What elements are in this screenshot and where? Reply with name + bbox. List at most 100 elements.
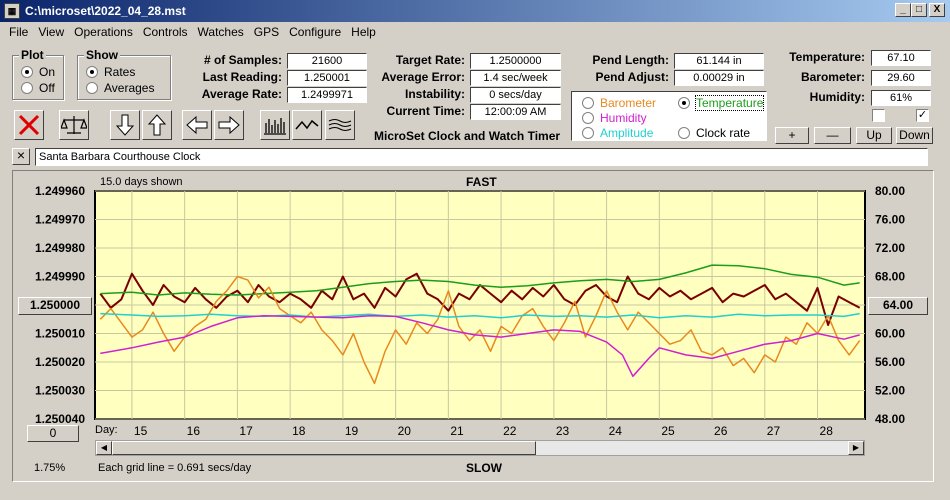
plot-on-radio[interactable]: On: [21, 64, 55, 80]
show-averages-label: Averages: [104, 81, 155, 95]
plot-group-title: Plot: [19, 48, 46, 62]
description-input[interactable]: Santa Barbara Courthouse Clock: [35, 148, 928, 166]
x-tick-label: 26: [714, 424, 728, 438]
sensor-humidity-radio[interactable]: Humidity: [582, 110, 647, 126]
show-rates-label: Rates: [104, 65, 136, 79]
average-rate-value: 1.2499971: [287, 87, 367, 103]
scroll-right-icon[interactable]: ▶: [848, 441, 864, 455]
close-button[interactable]: X: [929, 3, 945, 17]
scroll-up-button[interactable]: Up: [856, 127, 892, 144]
radio-dot-icon: [582, 127, 594, 139]
smooth-view-button[interactable]: [325, 110, 355, 140]
sensor-clockrate-label: Clock rate: [696, 126, 751, 140]
radio-dot-icon: [582, 97, 594, 109]
show-averages-radio[interactable]: Averages: [86, 80, 154, 96]
temperature-label: Temperature:: [789, 50, 865, 64]
scroll-down-button[interactable]: Down: [896, 127, 933, 144]
left-tick-label: 1.249960: [35, 184, 85, 198]
option-checkbox-1[interactable]: [872, 109, 885, 122]
left-center-button[interactable]: 1.250000: [18, 297, 92, 315]
humidity-label: Humidity:: [809, 90, 865, 104]
chart-panel: [12, 170, 934, 482]
maximize-button[interactable]: □: [911, 3, 927, 17]
offset-button[interactable]: 0: [27, 425, 79, 442]
right-tick-label: 80.00: [875, 184, 905, 198]
menu-configure[interactable]: Configure: [289, 25, 342, 39]
shift-right-button[interactable]: [214, 110, 244, 140]
slow-label: SLOW: [466, 461, 502, 475]
up-arrow-icon: [147, 114, 167, 136]
right-center-button[interactable]: 64.00: [868, 297, 928, 315]
instability-value: 0 secs/day: [470, 87, 561, 103]
x-tick-label: 16: [187, 424, 201, 438]
series-line-temperature: [100, 264, 860, 296]
bar-view-button[interactable]: [260, 110, 290, 140]
sensor-barometer-radio[interactable]: Barometer: [582, 95, 656, 111]
scale-plus-button[interactable]: +: [775, 127, 809, 144]
target-rate-label: Target Rate:: [395, 53, 465, 67]
shift-left-button[interactable]: [182, 110, 212, 140]
radio-dot-icon: [678, 127, 690, 139]
scale-minus-button[interactable]: —: [814, 127, 851, 144]
left-tick-label: 1.250010: [35, 327, 85, 341]
minimize-button[interactable]: _: [895, 3, 911, 17]
pend-length-value: 61.144 in: [674, 53, 764, 69]
menu-operations[interactable]: Operations: [74, 25, 133, 39]
right-tick-label: 60.00: [875, 327, 905, 341]
menu-view[interactable]: View: [38, 25, 65, 39]
menu-bar: File View Operations Controls Watches GP…: [0, 22, 950, 42]
scroll-left-icon[interactable]: ◀: [96, 441, 112, 455]
left-tick-label: 1.249970: [35, 213, 85, 227]
right-arrow-icon: [218, 115, 240, 135]
left-tick-label: 1.250040: [35, 412, 85, 426]
show-group: Show Rates Averages: [77, 48, 171, 100]
menu-controls[interactable]: Controls: [142, 25, 188, 39]
plot-off-radio[interactable]: Off: [21, 80, 55, 96]
average-error-label: Average Error:: [381, 70, 465, 84]
clear-description-button[interactable]: ×: [12, 148, 30, 165]
shift-down-button[interactable]: [110, 110, 140, 140]
instability-label: Instability:: [404, 87, 465, 101]
samples-value: 21600: [287, 53, 367, 69]
barometer-value: 29.60: [871, 70, 931, 86]
left-tick-label: 1.250030: [35, 384, 85, 398]
reset-button[interactable]: [14, 110, 44, 140]
menu-help[interactable]: Help: [351, 25, 376, 39]
series-line-barometer: [99, 275, 861, 385]
current-time-label: Current Time:: [386, 104, 465, 118]
menu-gps[interactable]: GPS: [253, 25, 280, 39]
days-shown-label: 15.0 days shown: [100, 176, 183, 188]
app-icon: ▦: [4, 3, 20, 19]
radio-dot-icon: [582, 112, 594, 124]
scrollbar-thumb[interactable]: [112, 441, 536, 455]
plot-on-label: On: [39, 65, 56, 79]
target-rate-value: 1.2500000: [470, 53, 561, 69]
sensor-temperature-radio[interactable]: Temperature: [678, 95, 765, 111]
sensor-barometer-label: Barometer: [600, 96, 657, 110]
wave-icon: [295, 119, 319, 130]
pend-adjust-label: Pend Adjust:: [595, 70, 669, 84]
app-subtitle: MicroSet Clock and Watch Timer: [374, 129, 561, 143]
sensor-clockrate-radio[interactable]: Clock rate: [678, 125, 750, 141]
balance-button[interactable]: [59, 110, 89, 140]
samples-label: # of Samples:: [203, 53, 282, 67]
menu-file[interactable]: File: [9, 25, 29, 39]
line-view-button[interactable]: [292, 110, 322, 140]
sensor-temperature-label: Temperature: [694, 95, 765, 111]
option-checkbox-2[interactable]: ✓: [916, 109, 929, 122]
average-rate-label: Average Rate:: [201, 87, 282, 101]
menu-watches[interactable]: Watches: [197, 25, 244, 39]
x-tick-label: 19: [345, 424, 359, 438]
x-tick-label: 20: [398, 424, 412, 438]
show-rates-radio[interactable]: Rates: [86, 64, 135, 80]
day-axis-label: Day:: [95, 424, 118, 436]
down-arrow-icon: [115, 114, 135, 136]
series-line-humidity: [100, 314, 860, 378]
sensor-amplitude-radio[interactable]: Amplitude: [582, 125, 653, 141]
plot-off-label: Off: [39, 81, 55, 95]
radio-dot-icon: [86, 82, 98, 94]
title-bar: ▦ C:\microset\2022_04_28.mst _ □ X: [0, 0, 950, 22]
zoom-label: 1.75%: [34, 462, 66, 474]
series-line-amplitude: [100, 312, 860, 319]
shift-up-button[interactable]: [142, 110, 172, 140]
